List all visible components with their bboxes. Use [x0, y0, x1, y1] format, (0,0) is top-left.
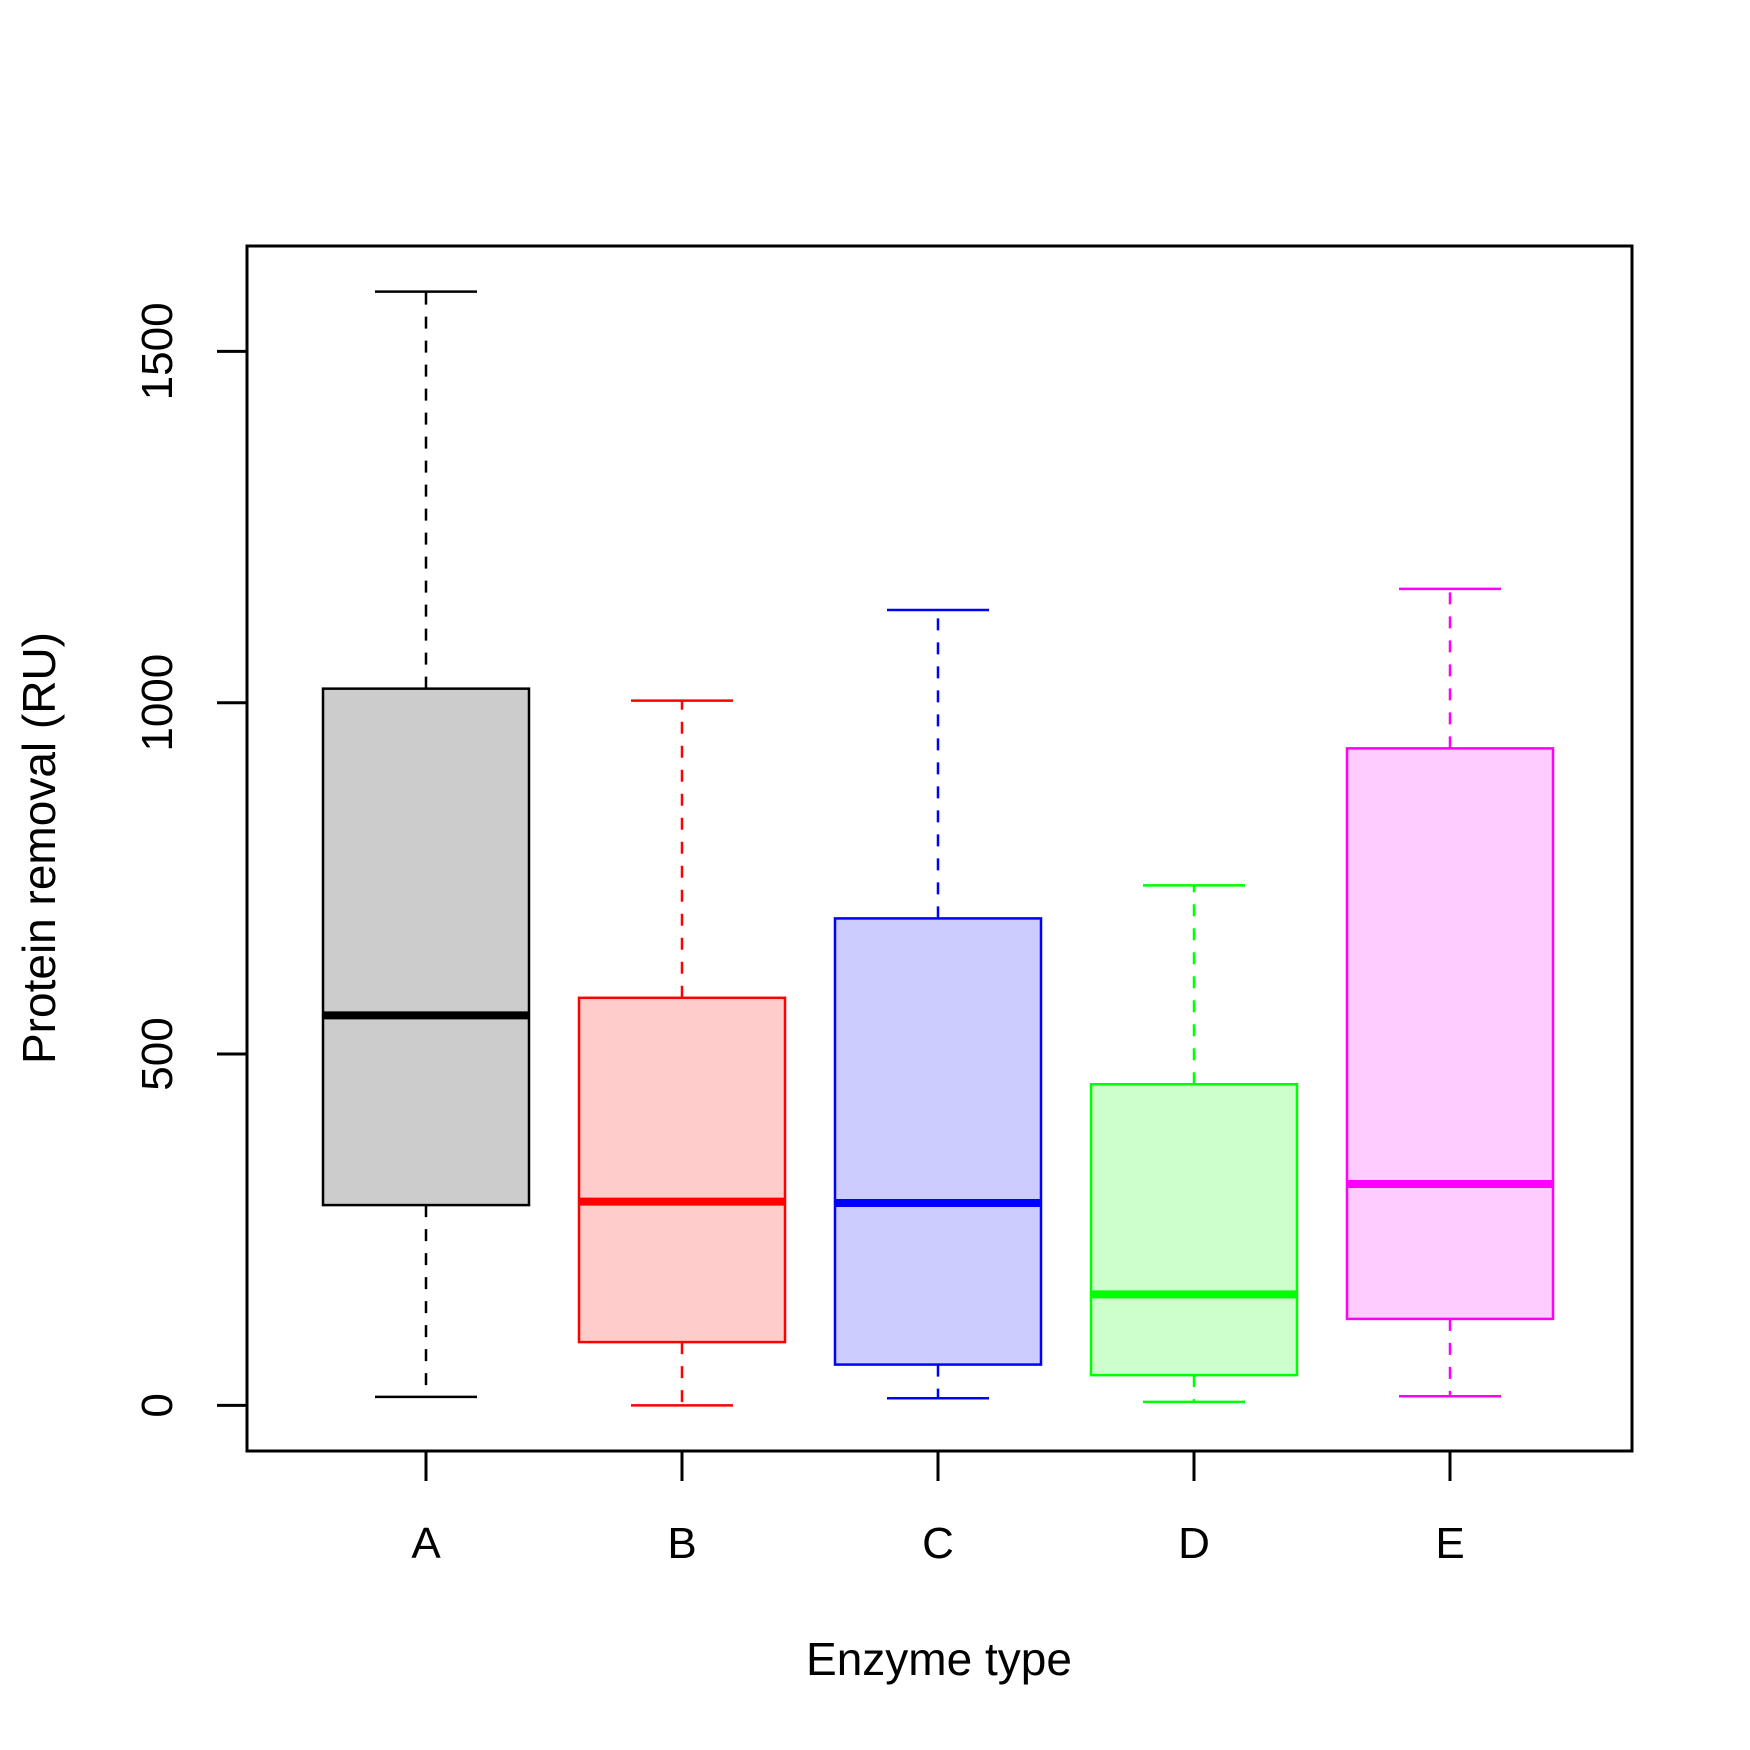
y-tick-label: 1000: [133, 654, 182, 752]
x-tick-label: E: [1435, 1519, 1464, 1568]
box-c: [833, 608, 1043, 1400]
y-axis-label: Protein removal (RU): [13, 632, 65, 1064]
box-b: [577, 699, 787, 1407]
x-tick-label: C: [922, 1519, 954, 1568]
y-tick-label: 500: [133, 1017, 182, 1090]
iqr-box: [321, 687, 531, 1207]
iqr-box: [577, 996, 787, 1344]
x-axis: A B C D E: [411, 1449, 1465, 1568]
iqr-box: [1345, 747, 1555, 1321]
iqr-box: [1089, 1082, 1299, 1377]
box-series: [321, 290, 1555, 1407]
y-axis: 0 500 1000 1500: [133, 302, 249, 1418]
y-tick-label: 1500: [133, 302, 182, 400]
y-tick-label: 0: [133, 1393, 182, 1417]
box-d: [1089, 884, 1299, 1404]
x-axis-label: Enzyme type: [806, 1633, 1072, 1685]
box-e: [1345, 587, 1555, 1398]
x-tick-label: D: [1178, 1519, 1210, 1568]
box-a: [321, 290, 531, 1399]
iqr-box: [833, 917, 1043, 1366]
x-tick-label: A: [411, 1519, 441, 1568]
x-tick-label: B: [667, 1519, 696, 1568]
